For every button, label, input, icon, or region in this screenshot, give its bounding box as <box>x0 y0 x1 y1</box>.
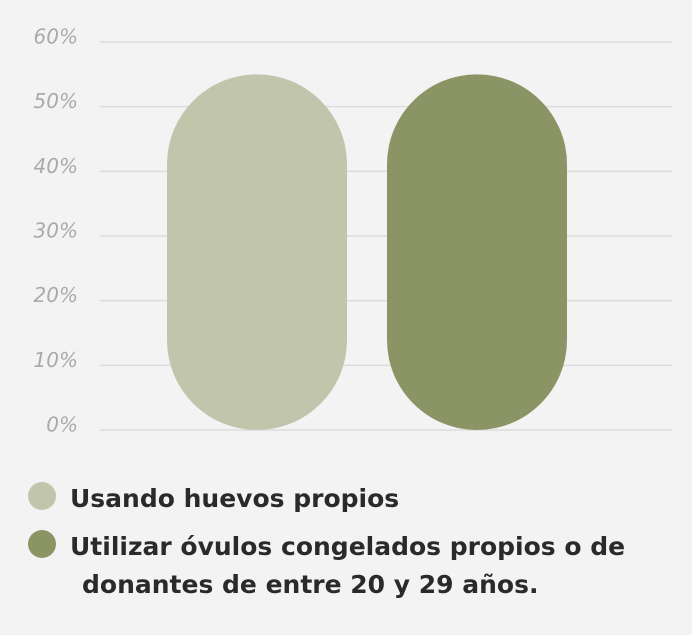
legend-label: Usando huevos propios <box>70 484 400 513</box>
bar <box>167 74 347 430</box>
y-tick-label: 60% <box>34 25 78 49</box>
legend-item: Utilizar óvulos congelados propios o de … <box>28 528 668 604</box>
legend-label: Utilizar óvulos congelados propios o de … <box>70 532 626 599</box>
legend-swatch <box>28 482 56 510</box>
y-tick-label: 0% <box>46 413 78 437</box>
y-tick-label: 30% <box>34 219 78 243</box>
plot: 0% 10% 20% 30% 40% 50% 60% <box>34 25 672 437</box>
y-tick-label: 20% <box>34 283 78 307</box>
legend-item: Usando huevos propios <box>28 480 668 518</box>
legend: Usando huevos propios Utilizar óvulos con… <box>28 480 668 614</box>
bar <box>387 74 567 430</box>
y-tick-label: 10% <box>34 348 78 372</box>
y-tick-label: 50% <box>34 89 78 113</box>
legend-swatch <box>28 530 56 558</box>
y-tick-label: 40% <box>34 154 78 178</box>
